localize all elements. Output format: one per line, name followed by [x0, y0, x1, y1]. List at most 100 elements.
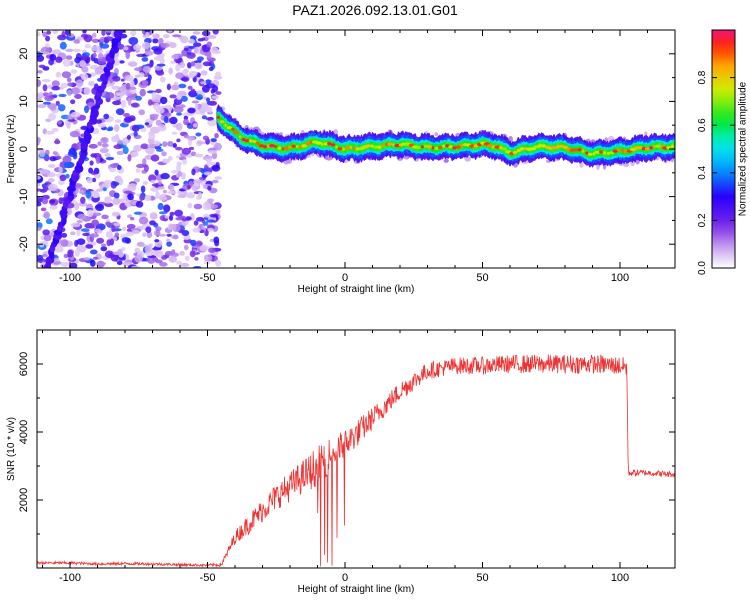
ridge-halo [287, 159, 292, 164]
line-layer [37, 354, 675, 568]
noise-speckle [85, 244, 94, 249]
noise-speckle [42, 79, 51, 83]
noise-speckle [148, 133, 156, 140]
noise-speckle [202, 61, 212, 67]
ridge-peak [337, 147, 343, 151]
noise-speckle [103, 36, 114, 42]
noise-speckle [162, 141, 168, 148]
noise-speckle [149, 220, 156, 226]
noise-speckle [128, 115, 136, 122]
noise-speckle [104, 179, 113, 184]
ridge-peak [431, 146, 435, 150]
noise-speckle [37, 79, 42, 87]
noise-speckle [187, 135, 196, 141]
noise-speckle [99, 147, 109, 154]
noise-speckle [166, 238, 171, 242]
ridge-peak [344, 146, 350, 150]
noise-speckle [142, 232, 147, 237]
noise-speckle [111, 224, 116, 233]
bottom-y-tick-label: 4000 [18, 420, 30, 444]
ridge-peak [283, 146, 289, 150]
noise-speckle [110, 163, 118, 168]
noise-speckle [155, 226, 162, 232]
noise-speckle [86, 177, 93, 184]
noise-speckle [144, 244, 152, 253]
top-x-tick-label: -50 [200, 272, 216, 284]
ridge-peak [258, 144, 264, 148]
noise-speckle [179, 262, 190, 268]
noise-speckle [141, 80, 149, 86]
ridge-peak [385, 142, 388, 146]
noise-speckle [176, 112, 183, 116]
noise-speckle [196, 94, 203, 101]
snr-series-line [37, 354, 675, 568]
noise-speckle [127, 214, 133, 218]
noise-speckle [142, 65, 151, 73]
ridge-peak [248, 139, 253, 143]
noise-speckle [111, 96, 121, 101]
noise-speckle [163, 115, 169, 124]
noise-speckle [44, 95, 54, 102]
noise-speckle [210, 47, 219, 54]
noise-speckle [116, 150, 124, 156]
noise-speckle [172, 223, 177, 231]
noise-speckle [123, 46, 129, 51]
ridge-halo [279, 132, 283, 136]
top-y-tick-label: 20 [18, 48, 30, 60]
noise-speckle [180, 77, 189, 81]
noise-speckle [194, 257, 199, 261]
noise-speckle [166, 83, 171, 91]
noise-speckle [201, 30, 211, 37]
noise-speckle [192, 31, 201, 35]
noise-speckle [49, 53, 57, 61]
top-x-axis-label: Height of straight line (km) [298, 284, 415, 295]
noise-speckle [215, 91, 222, 95]
noise-speckle [55, 155, 62, 160]
ridge-peak [573, 148, 579, 152]
noise-speckle [189, 250, 196, 258]
noise-speckle [186, 192, 195, 197]
ridge-peak [505, 150, 512, 154]
noise-speckle [190, 88, 196, 94]
noise-speckle [158, 233, 166, 237]
noise-speckle [113, 58, 120, 66]
noise-speckle [57, 120, 63, 125]
noise-speckle [82, 52, 90, 57]
noise-speckle [83, 257, 91, 261]
noise-speckle [150, 154, 160, 162]
noise-speckle [112, 85, 119, 90]
noise-speckle [91, 212, 102, 216]
noise-speckle [150, 179, 156, 184]
noise-speckle [80, 196, 86, 204]
noise-speckle [143, 164, 149, 172]
noise-speckle [136, 241, 145, 247]
noise-speckle [134, 67, 143, 72]
ridge-peak [551, 146, 558, 150]
colorbar-tick-label: 0.6 [697, 118, 708, 132]
noise-speckle [201, 115, 207, 120]
noise-speckle [117, 139, 123, 144]
noise-speckle [37, 182, 41, 187]
noise-speckle [203, 171, 212, 176]
noise-speckle [134, 95, 142, 101]
noise-speckle [190, 239, 197, 246]
noise-speckle [187, 74, 195, 79]
noise-speckle [79, 60, 86, 68]
noise-speckle [155, 191, 160, 199]
noise-speckle [191, 100, 200, 104]
noise-speckle [83, 34, 93, 43]
noise-speckle [104, 153, 111, 158]
noise-speckle [207, 227, 214, 232]
noise-speckle [144, 194, 152, 202]
noise-speckle [85, 190, 92, 199]
noise-speckle [150, 187, 160, 192]
noise-speckle [167, 141, 174, 147]
noise-speckle [188, 90, 198, 98]
colorbar-tick-label: 0.0 [697, 261, 708, 275]
noise-speckle [123, 190, 133, 194]
noise-speckle [142, 181, 149, 185]
noise-speckle [208, 100, 218, 106]
ridge-peak [537, 144, 543, 148]
ridge-peak [426, 145, 433, 149]
noise-speckle [144, 122, 150, 126]
